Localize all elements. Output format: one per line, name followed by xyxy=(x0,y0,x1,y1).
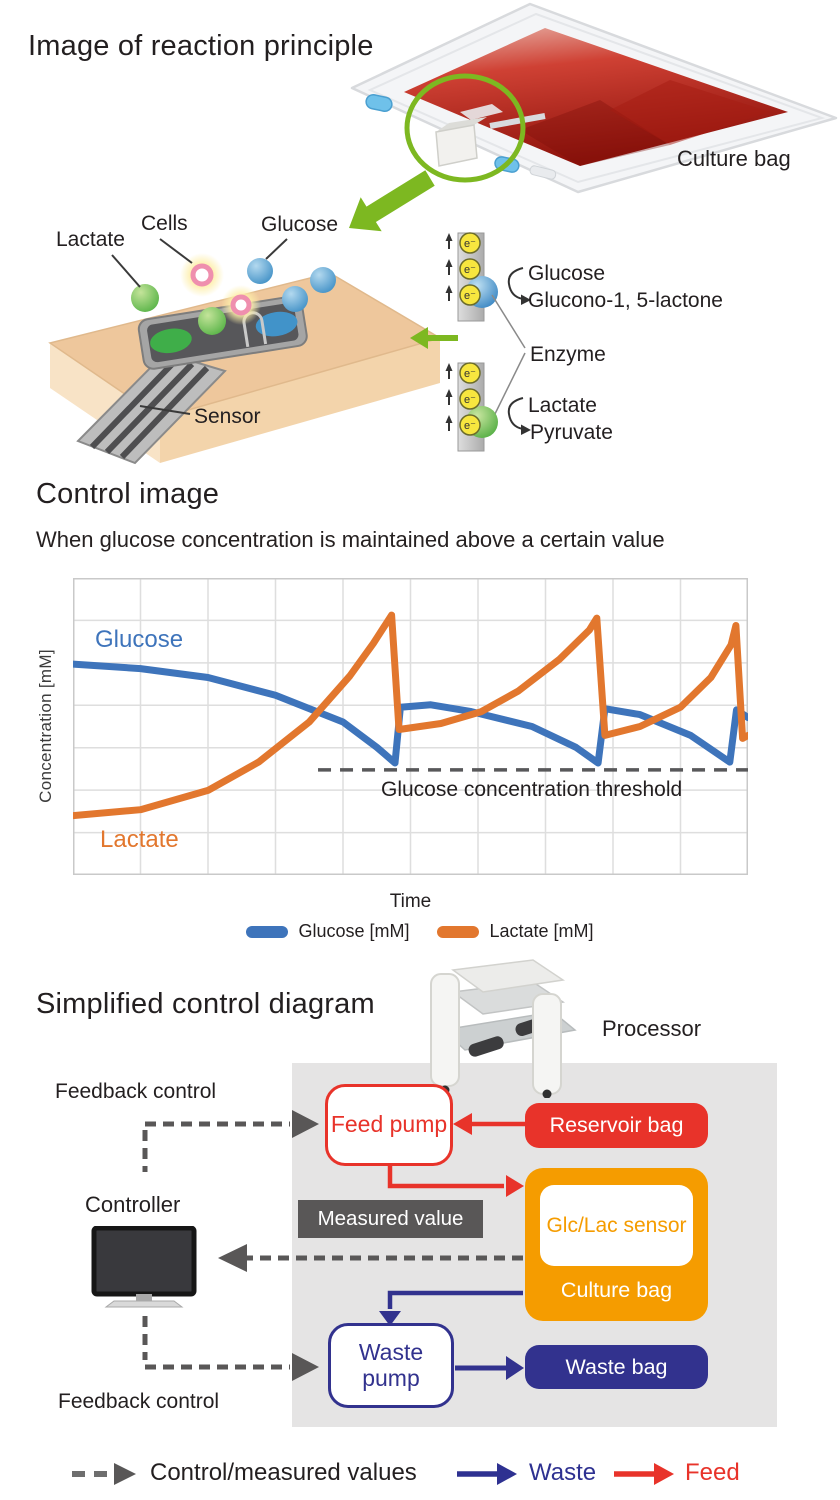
chart-legend: Glucose [mM] Lactate [mM] xyxy=(0,921,840,942)
legend-waste-label: Waste xyxy=(529,1459,597,1486)
electron-group-lactate: e⁻ e⁻ e⁻ xyxy=(445,362,481,436)
electron-icon: e⁻ xyxy=(464,264,476,276)
legend-feed-label: Feed xyxy=(685,1459,740,1486)
sensor-head xyxy=(137,295,308,370)
enzyme-line-bottom xyxy=(491,352,526,421)
lactate-curve-label: Lactate xyxy=(100,826,179,853)
processor-label: Processor xyxy=(602,1016,702,1041)
cell-icon-2 xyxy=(230,294,252,316)
legend-glucose-label: Glucose [mM] xyxy=(298,921,410,941)
electron-icon: e⁻ xyxy=(464,394,476,406)
legend-item-glucose: Glucose [mM] xyxy=(246,921,409,942)
lactate-product-label: Pyruvate xyxy=(530,421,613,444)
feedback-control-bottom-label: Feedback control xyxy=(58,1390,220,1413)
legend-item-lactate: Lactate [mM] xyxy=(437,921,594,942)
lactate-sphere-1 xyxy=(131,284,159,312)
reaction-arrow-glucose xyxy=(507,267,524,300)
controller-monitor-icon xyxy=(91,1226,197,1308)
waste-pump-box: Waste pump xyxy=(328,1323,454,1408)
feed-pump-box: Feed pump xyxy=(325,1084,453,1166)
concentration-chart: Glucose Lactate Glucose concentration th… xyxy=(73,578,748,875)
bag-fold-shadow-2 xyxy=(610,80,770,145)
y-axis-label: Concentration [mM] xyxy=(36,649,55,803)
section-title-control-image: Control image xyxy=(36,478,220,510)
sensor-scene-illustration xyxy=(48,238,442,465)
reaction-arrowhead-glucose xyxy=(521,294,531,305)
x-axis-label: Time xyxy=(389,891,432,912)
connector-front-face xyxy=(435,124,478,167)
glc-lac-sensor-box: Glc/Lac sensor xyxy=(540,1185,693,1266)
culture-bag-box: Glc/Lac sensor Culture bag xyxy=(525,1168,708,1321)
enzyme-line-top xyxy=(491,294,526,349)
ribbon-trace-1 xyxy=(89,356,180,450)
feed-arrow-legend-icon xyxy=(614,1463,674,1485)
legend-lactate-label: Lactate [mM] xyxy=(489,921,594,941)
measured-value-arrowhead-icon xyxy=(218,1244,247,1272)
connector-top-face xyxy=(436,117,487,132)
glucose-sphere-3 xyxy=(310,267,336,293)
ribbon-trace-3 xyxy=(119,365,210,460)
connector-clip-top xyxy=(460,104,503,120)
glucose-sphere-1 xyxy=(247,258,273,284)
leader-sensor xyxy=(139,405,191,415)
feedback-control-top-label: Feedback control xyxy=(55,1080,217,1103)
leader-lactate xyxy=(111,254,141,288)
up-arrow-icon xyxy=(445,233,453,301)
control-image-subtitle: When glucose concentration is maintained… xyxy=(36,527,665,552)
sensor-label: Sensor xyxy=(194,405,261,428)
reaction-arrowhead-lactate xyxy=(521,424,531,435)
zoom-arrow-icon xyxy=(349,170,435,232)
culture-bag-illustration xyxy=(350,2,838,194)
glucose-curve-label: Glucose xyxy=(95,626,184,653)
lactate-label: Lactate xyxy=(56,228,125,251)
glucose-product-label: Glucono-1, 5-lactone xyxy=(528,289,723,312)
waste-arrow-legend-icon xyxy=(457,1463,517,1485)
electron-group-glucose: e⁻ e⁻ e⁻ xyxy=(445,232,481,306)
diagram-legend: Control/measured values Waste Feed xyxy=(0,1458,840,1488)
section-title-reaction-principle: Image of reaction principle xyxy=(28,30,374,62)
connector-tube xyxy=(489,113,546,129)
bag-seal-line xyxy=(367,12,826,184)
waste-bag-box: Waste bag xyxy=(525,1345,708,1389)
lactate-substrate-label: Lactate xyxy=(528,394,597,417)
measured-value-box: Measured value xyxy=(298,1200,483,1238)
magnifier-circle-icon xyxy=(404,73,526,183)
glucose-swatch xyxy=(246,925,289,938)
threshold-label: Glucose concentration threshold xyxy=(381,778,683,801)
reservoir-bag-box: Reservoir bag xyxy=(525,1103,708,1148)
culture-bag-label: Culture bag xyxy=(677,146,791,171)
up-arrow-icon xyxy=(445,363,453,431)
lactate-sphere-2 xyxy=(198,307,226,335)
chart-canvas xyxy=(73,578,748,875)
legend-control-label: Control/measured values xyxy=(150,1459,417,1486)
enzyme-label: Enzyme xyxy=(530,343,606,366)
controller-label: Controller xyxy=(85,1192,181,1217)
electron-icon: e⁻ xyxy=(464,420,476,432)
cell-icon-1 xyxy=(190,263,214,287)
electron-icon: e⁻ xyxy=(464,238,476,250)
cells-label: Cells xyxy=(141,212,188,235)
glucose-label: Glucose xyxy=(261,213,339,236)
reaction-arrow-lactate xyxy=(507,397,524,430)
culture-bag-box-label: Culture bag xyxy=(560,1278,673,1302)
lactate-swatch xyxy=(437,925,480,938)
leader-cells xyxy=(159,238,193,264)
reaction-direction-arrow-icon xyxy=(410,327,458,349)
leader-glucose xyxy=(265,238,288,260)
section-title-control-diagram: Simplified control diagram xyxy=(36,988,375,1020)
glucose-substrate-label: Glucose xyxy=(528,262,606,285)
electron-icon: e⁻ xyxy=(464,368,476,380)
bag-port-blue-left xyxy=(365,94,393,112)
electron-icon: e⁻ xyxy=(464,290,476,302)
enzyme-electrode-detail: e⁻ e⁻ e⁻ e⁻ e⁻ e⁻ xyxy=(445,232,531,452)
processor-device-illustration xyxy=(430,959,577,1098)
slab-right-face xyxy=(160,338,440,463)
bag-tube-nub xyxy=(529,165,557,180)
bag-fold-shadow xyxy=(520,100,670,166)
glucose-sphere-2 xyxy=(282,286,308,312)
control-dashed-arrow-icon xyxy=(72,1463,136,1485)
